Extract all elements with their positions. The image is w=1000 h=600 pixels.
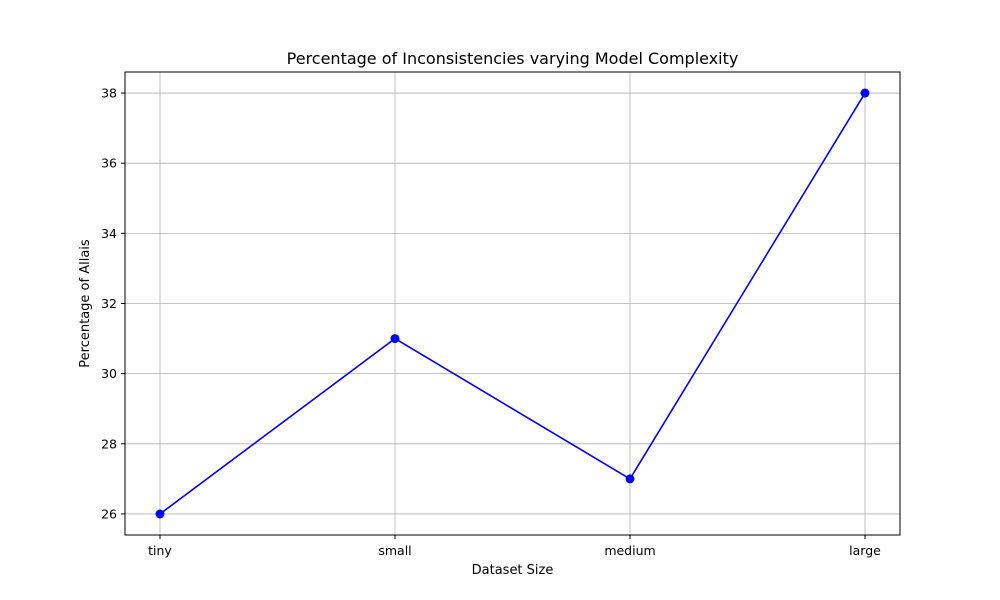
data-point	[860, 88, 870, 98]
ticks: tiny small medium large 26 28 30 32 34 36 38	[101, 86, 881, 558]
y-axis-label: Percentage of Allais	[78, 239, 93, 368]
x-tick-label: large	[849, 543, 881, 558]
y-tick-label: 28	[101, 436, 117, 451]
x-tick-label: medium	[604, 543, 655, 558]
y-tick-label: 38	[101, 86, 117, 101]
series-line	[159, 92, 866, 515]
data-point	[625, 474, 635, 484]
chart-title: Percentage of Inconsistencies varying Mo…	[287, 49, 739, 68]
data-point	[390, 334, 400, 344]
x-tick-label: small	[378, 543, 411, 558]
y-tick-label: 36	[101, 156, 117, 171]
y-tick-label: 34	[101, 226, 117, 241]
y-tick-label: 26	[101, 506, 117, 521]
series-layer	[155, 88, 870, 519]
data-point	[155, 509, 165, 519]
y-tick-label: 30	[101, 366, 117, 381]
x-tick-label: tiny	[148, 543, 172, 558]
y-tick-label: 32	[101, 296, 117, 311]
x-axis-label: Dataset Size	[472, 563, 554, 578]
